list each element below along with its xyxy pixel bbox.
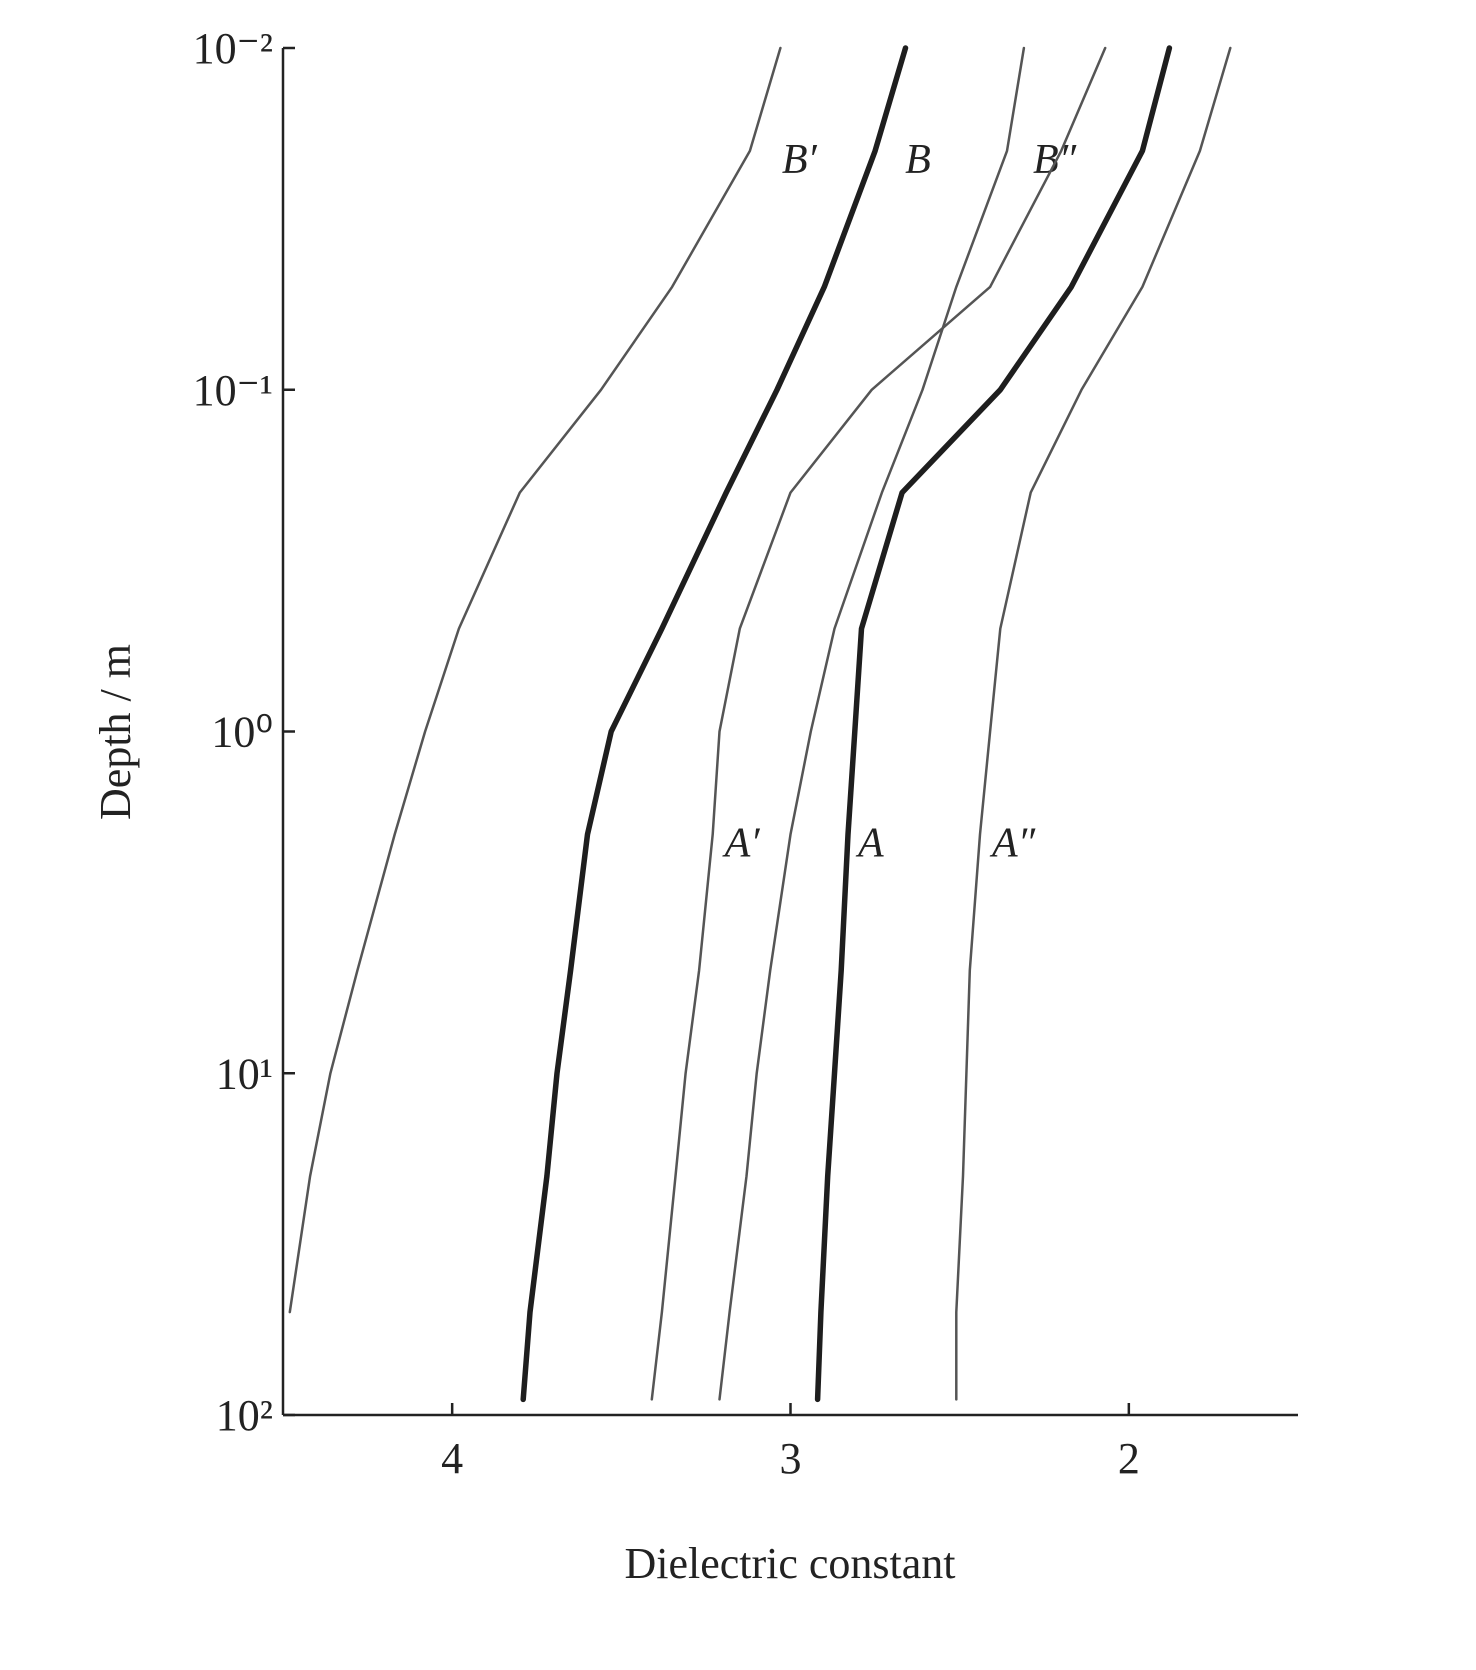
x-tick-label: 4: [441, 1434, 463, 1483]
series-line: [650, 46, 1107, 1401]
series-line: [520, 45, 909, 1403]
y-axis-title: Depth / m: [91, 644, 140, 820]
series-label: B″: [1033, 137, 1077, 183]
y-tick-label: 10²: [216, 1391, 273, 1440]
series-label: A″: [989, 820, 1036, 866]
series-line: [955, 46, 1232, 1401]
series-label: B: [905, 137, 931, 183]
series-line: [288, 46, 782, 1314]
y-tick-label: 10⁰: [211, 708, 273, 757]
x-tick-label: 3: [780, 1434, 802, 1483]
y-tick-label: 10¹: [216, 1049, 273, 1098]
y-tick-label: 10⁻²: [193, 24, 273, 73]
series-line: [814, 45, 1173, 1403]
y-tick-label: 10⁻¹: [193, 366, 273, 415]
series-label: A: [855, 820, 884, 866]
series-label: B′: [782, 137, 818, 183]
series-label: A′: [722, 820, 761, 866]
x-tick-label: 2: [1118, 1434, 1140, 1483]
series-line: [718, 46, 1026, 1401]
x-axis-title: Dielectric constant: [624, 1539, 955, 1588]
